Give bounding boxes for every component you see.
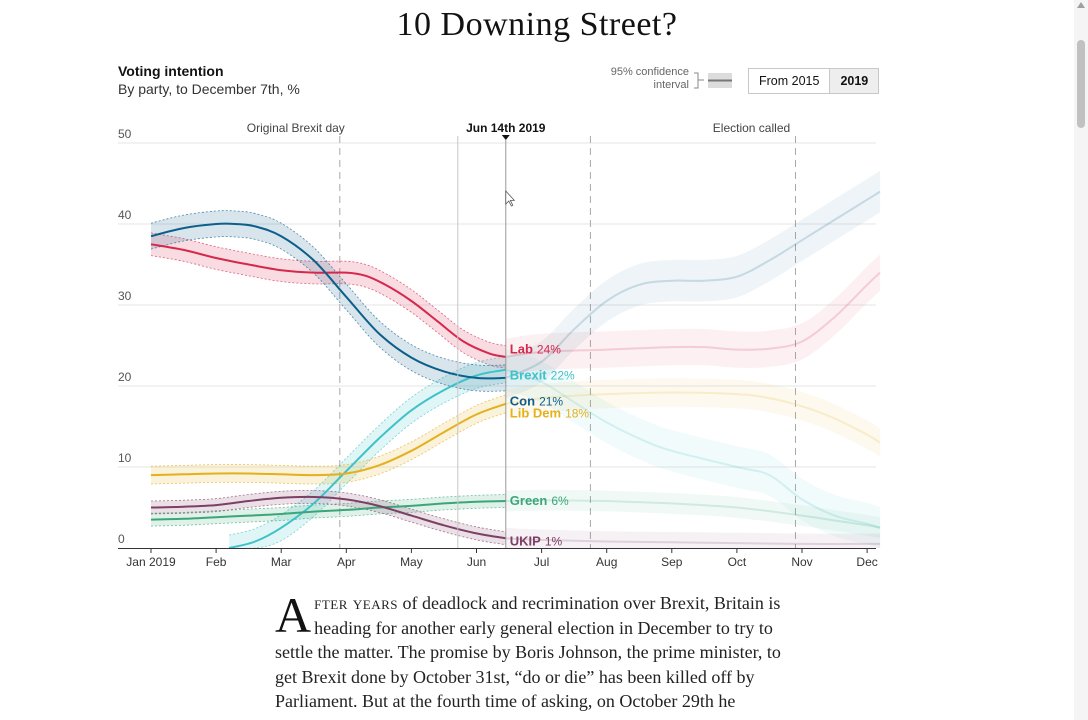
future-line-5 [505,537,881,545]
y-tick-label-40: 40 [118,208,132,222]
series-name-5: UKIP [510,534,541,549]
ci-band-1 [229,356,506,549]
date-cursor[interactable]: Jun 14th 2019 [457,121,546,548]
series-line-3 [150,402,507,477]
lead-small-caps: fter years [314,593,399,613]
x-tick-label-0: Jan 2019 [126,555,176,569]
page-scrollbar[interactable] [1074,0,1088,720]
series-label-5: UKIP 1% [510,534,563,549]
future-band-4 [505,489,881,539]
voting-intention-chart[interactable]: Original Brexit day Election called Lab 24… [0,100,1074,580]
x-tick-label-11: Dec [856,555,877,569]
toggle-2019-button[interactable]: 2019 [829,69,879,93]
page-headline: 10 Downing Street? [396,6,678,43]
annotation-lines: Original Brexit day Election called [247,121,796,548]
future-line-3 [505,391,881,444]
ci-band-5 [151,490,506,545]
x-tick-label-4: May [400,555,423,569]
ci-upper-3 [150,394,506,467]
ci-band-0 [151,232,506,369]
article-text: of deadlock and recrimination over Brexi… [275,593,781,711]
grid-lines [118,142,876,468]
y-tick-label-30: 30 [118,289,132,303]
series-name-1: Brexit [510,367,548,382]
ci-lower-0 [150,255,506,369]
series-label-3: Lib Dem 18% [510,406,590,421]
series-name-0: Lab [510,342,533,357]
ci-legend: 95% confidence interval [600,66,735,96]
series-label-0: Lab 24% [510,342,561,357]
scroll-up-arrow-icon[interactable] [1077,2,1085,8]
x-tick-label-9: Oct [728,555,747,569]
ci-upper-1 [229,356,506,536]
future-band-5 [505,527,881,548]
chart-header: Voting intention By party, to December 7… [118,63,300,97]
series-lines [150,222,507,549]
future-series [505,170,881,548]
y-tick-label-10: 10 [118,451,132,465]
ci-lower-2 [150,236,506,392]
future-band-3 [505,378,881,457]
time-range-toggle: From 2015 2019 [748,68,880,94]
annotation-label-0: Original Brexit day [247,121,345,135]
ci-band-3 [151,394,506,485]
series-value-5: 1% [545,535,563,549]
series-label-2: Con 21% [510,393,564,408]
scroll-thumb[interactable] [1077,40,1085,128]
axes: 0 10 20 30 40 50 Jan 2019 Feb Mar Apr May Jun Jul Aug… [118,127,878,569]
toggle-from-2015-button[interactable]: From 2015 [749,69,830,93]
future-band-1 [505,349,881,548]
cursor-marker-icon [501,135,510,140]
ci-lower-1 [229,382,506,549]
ci-upper-0 [150,232,506,346]
series-line-0 [150,243,506,358]
future-band-2 [505,170,881,399]
future-line-1 [505,368,881,529]
chart-subtitle: By party, to December 7th, % [118,81,300,97]
ci-legend-label: 95% confidence interval [610,66,689,91]
x-tick-label-8: Sep [661,555,683,569]
drop-cap: A [275,587,312,643]
series-value-2: 21% [539,394,563,408]
series-label-1: Brexit 22% [510,367,575,382]
cursor-date-label: Jun 14th 2019 [466,121,546,135]
mouse-pointer-icon [505,189,516,207]
annotation-label-2: Election called [713,121,790,135]
series-value-4: 6% [551,494,569,508]
x-tick-label-6: Jul [534,555,549,569]
chart-title: Voting intention [118,63,224,79]
ci-band-2 [151,210,506,392]
series-line-2 [150,222,506,380]
x-tick-label-2: Mar [271,555,292,569]
x-tick-label-3: Apr [337,555,356,569]
x-tick-label-10: Nov [791,555,812,569]
series-value-0: 24% [537,343,561,357]
series-name-4: Green [510,493,548,508]
series-name-2: Con [510,393,535,408]
y-tick-label-0: 0 [118,532,125,546]
ci-lower-4 [150,507,506,527]
ci-upper-2 [150,210,506,366]
y-tick-label-20: 20 [118,370,132,384]
ci-upper-4 [150,494,506,514]
series-line-5 [150,495,506,540]
future-line-2 [505,190,881,379]
series-name-3: Lib Dem [510,406,561,421]
future-line-4 [505,499,881,529]
ci-legend-swatch [694,72,732,89]
series-label-4: Green 6% [510,493,569,508]
series-value-1: 22% [551,368,575,382]
x-tick-label-1: Feb [206,555,227,569]
x-tick-label-5: Jun [467,555,486,569]
series-line-1 [228,368,506,549]
series-value-3: 18% [565,407,589,421]
ci-lower-3 [150,412,506,485]
future-line-0 [505,271,881,358]
y-tick-label-50: 50 [118,127,132,141]
series-line-4 [150,500,506,521]
series-labels: Lab 24% Brexit 22% Con 21%Lib Dem 18% Green 6% UK… [510,342,590,549]
x-tick-label-7: Aug [596,555,617,569]
future-band-0 [505,254,881,375]
